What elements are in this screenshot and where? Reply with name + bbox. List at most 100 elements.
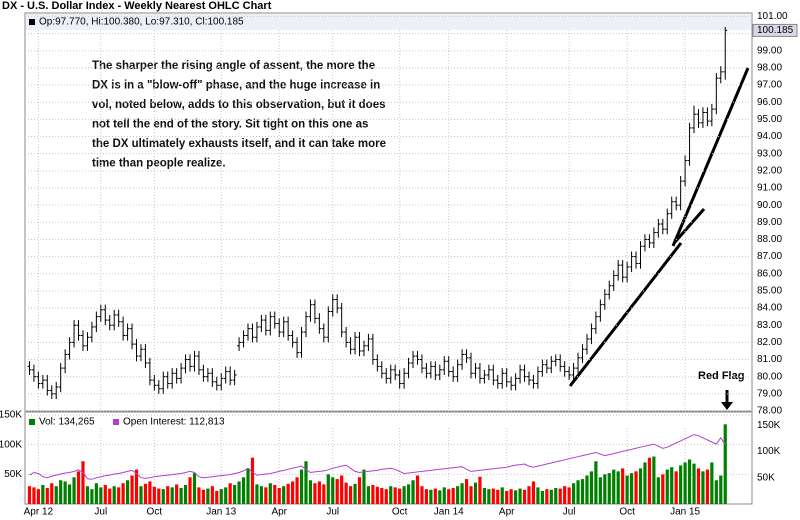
volume-bar	[696, 468, 701, 504]
volume-bar	[286, 483, 290, 504]
volume-bar	[670, 467, 674, 504]
volume-bar	[224, 487, 228, 504]
volume-bar	[652, 456, 656, 504]
volume-bar	[656, 477, 660, 504]
volume-bar	[41, 485, 45, 504]
volume-bar	[692, 463, 696, 504]
y-tick-label: 89.00	[757, 217, 782, 228]
last-price-label: 100.185	[757, 25, 794, 36]
volume-bar	[170, 487, 174, 504]
volume-bar	[460, 483, 464, 504]
y-tick-label: 79.00	[757, 388, 782, 399]
volume-bar	[589, 471, 594, 504]
volume-bar	[402, 486, 406, 504]
volume-bar	[237, 481, 241, 504]
volume-bar	[456, 486, 460, 504]
volume-bar	[701, 471, 705, 504]
volume-bar	[273, 485, 277, 504]
volume-bar	[121, 483, 125, 504]
legend-swatch	[29, 419, 35, 425]
volume-bar	[197, 487, 201, 504]
volume-bar	[371, 485, 375, 504]
volume-bar	[491, 488, 495, 504]
volume-bar	[326, 474, 330, 504]
volume-bar	[451, 487, 455, 504]
x-tick-label: Jul	[326, 507, 339, 518]
y-tick-label: 91.00	[757, 183, 782, 194]
y-tick-label: 94.00	[757, 131, 782, 142]
volume-bar	[661, 474, 665, 504]
volume-bar	[380, 487, 384, 504]
y-tick-label: 84.00	[757, 303, 782, 314]
volume-bar	[68, 484, 72, 504]
volume-bar	[366, 486, 371, 504]
volume-bar	[148, 481, 152, 504]
annotation: The sharper the rising angle of assent, …	[92, 60, 375, 72]
volume-bar	[629, 473, 634, 504]
volume-bar	[90, 489, 94, 504]
volume-bar	[340, 475, 344, 504]
y2-tick-label: 150K	[757, 420, 781, 431]
volume-bar	[112, 486, 116, 504]
volume-bar	[362, 469, 366, 504]
volume-bar	[45, 487, 49, 504]
flag-label: Red Flag	[698, 370, 744, 382]
y-tick-label: 90.00	[757, 200, 782, 211]
x-tick-label: Jan 15	[670, 507, 700, 518]
volume-bar	[54, 486, 58, 504]
volume-bar	[108, 488, 112, 504]
volume-bar	[647, 457, 652, 504]
volume-bar	[50, 483, 54, 504]
volume-bar	[246, 468, 250, 504]
volume-bar	[295, 477, 299, 504]
volume-bar	[518, 488, 522, 504]
volume-bar	[429, 489, 433, 504]
y-tick-label: 100K	[0, 439, 22, 450]
volume-bar	[643, 462, 647, 504]
volume-bar	[522, 489, 527, 504]
volume-bar	[411, 480, 415, 504]
volume-bar	[348, 486, 353, 504]
volume-bar	[81, 461, 85, 504]
volume-bar	[188, 477, 192, 504]
x-tick-label: Oct	[147, 507, 163, 518]
volume-bar	[621, 468, 625, 504]
volume-bar	[505, 490, 509, 504]
volume-bar	[674, 471, 678, 504]
volume-bar	[580, 479, 585, 504]
volume-bar	[304, 461, 308, 504]
y-tick-label: 92.00	[757, 165, 782, 176]
volume-bar	[85, 486, 90, 504]
volume-bar	[447, 489, 451, 504]
volume-bar	[166, 486, 170, 504]
volume-bar	[634, 471, 638, 504]
last-price-box	[752, 23, 798, 37]
y-tick-label: 96.00	[757, 97, 782, 108]
trend-line	[673, 208, 706, 243]
y-tick-label: 97.00	[757, 80, 782, 91]
volume-bar	[723, 424, 727, 504]
annotation: time than people realize.	[92, 158, 226, 170]
volume-bar	[603, 474, 607, 504]
volume-bar	[36, 489, 40, 504]
volume-bar	[442, 487, 446, 504]
volume-bar	[157, 488, 161, 504]
volume-bar	[130, 475, 134, 504]
volume-bar	[76, 471, 81, 504]
x-tick-label: Oct	[619, 507, 635, 518]
y-tick-label: 87.00	[757, 251, 782, 262]
volume-bar	[313, 483, 317, 504]
volume-bar	[143, 483, 148, 504]
volume-bar	[206, 488, 210, 504]
y-tick-label: 81.00	[757, 354, 782, 365]
legend-swatch	[113, 419, 119, 425]
volume-bar	[264, 487, 268, 504]
volume-bar	[616, 471, 620, 504]
flag-arrow-head	[721, 402, 733, 410]
volume-bar	[665, 469, 669, 504]
y-tick-label: 85.00	[757, 286, 782, 297]
x-tick-label: Apr	[271, 507, 287, 518]
volume-bar	[549, 489, 553, 504]
chart-title: DX - U.S. Dollar Index - Weekly Nearest …	[2, 0, 272, 12]
